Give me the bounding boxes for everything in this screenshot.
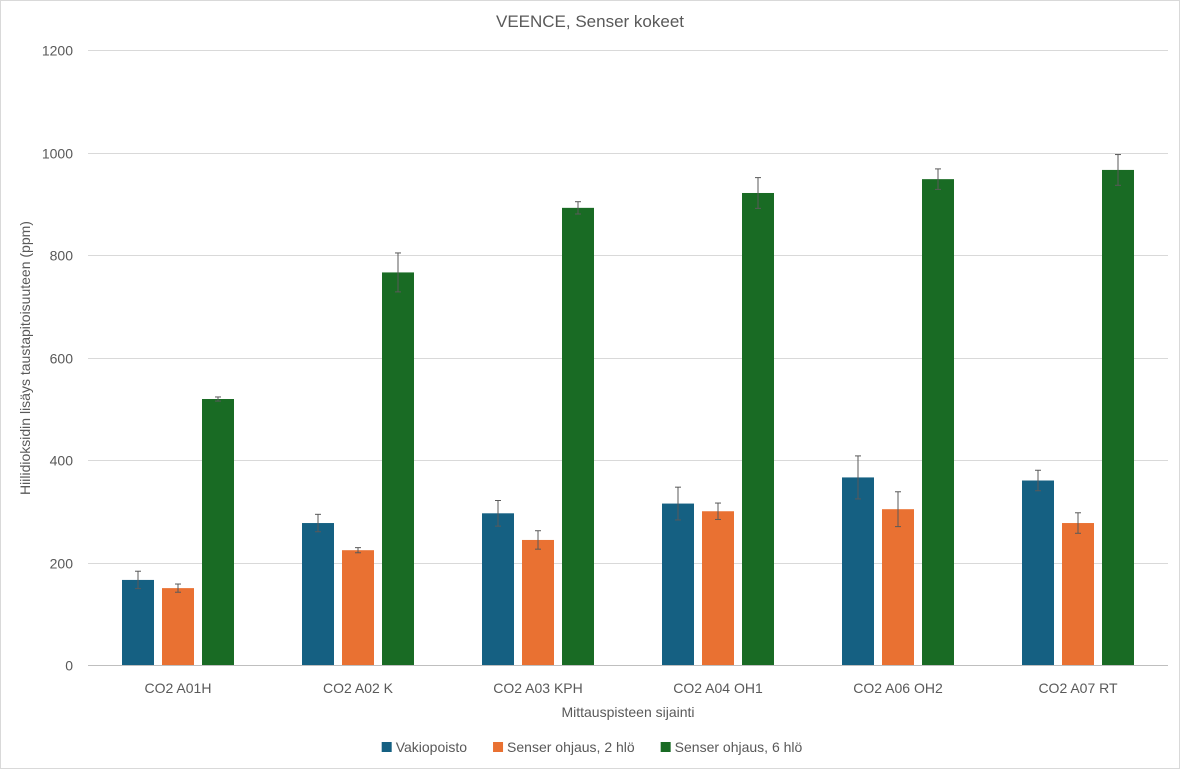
- bar: [522, 539, 554, 665]
- error-bar: [495, 499, 501, 527]
- bar: [882, 509, 914, 665]
- y-tick-label: 200: [50, 556, 74, 572]
- error-bar: [175, 583, 181, 593]
- error-bar: [1035, 469, 1041, 492]
- error-bar: [715, 502, 721, 520]
- error-bar: [895, 491, 901, 528]
- legend-label: Vakiopoisto: [396, 739, 468, 755]
- x-tick-label: CO2 A06 OH2: [853, 680, 943, 696]
- x-axis-ticks: CO2 A01H CO2 A02 K CO2 A03 KPH CO2 A04 OH1 C…: [145, 680, 1118, 696]
- y-tick-label: 600: [50, 351, 74, 367]
- y-tick-label: 1200: [42, 43, 73, 59]
- gridlines: [88, 50, 1168, 564]
- bar: [562, 207, 594, 665]
- bar: [702, 511, 734, 665]
- y-tick-label: 400: [50, 453, 74, 469]
- error-bars: [135, 154, 1121, 593]
- legend-item: Vakiopoisto: [381, 739, 468, 755]
- x-axis-title: Mittauspisteen sijainti: [561, 704, 694, 720]
- chart-title: VEENCE, Senser kokeet: [496, 12, 684, 31]
- error-bar: [855, 455, 861, 500]
- legend-item: Senser ohjaus, 6 hlö: [660, 739, 803, 755]
- bar: [922, 179, 954, 665]
- error-bar: [575, 201, 581, 215]
- bar: [842, 477, 874, 665]
- x-tick-label: CO2 A01H: [145, 680, 212, 696]
- error-bar: [675, 486, 681, 521]
- legend-swatch: [660, 742, 671, 752]
- error-bar: [215, 396, 221, 402]
- bars: [122, 169, 1134, 666]
- bar: [302, 523, 334, 665]
- bar: [342, 550, 374, 665]
- bar: [662, 503, 694, 665]
- bar: [202, 399, 234, 665]
- legend-swatch: [493, 742, 504, 752]
- error-bar: [135, 570, 141, 590]
- y-axis-ticks: 0 200 400 600 800 1000 1200: [42, 43, 73, 674]
- error-bar: [315, 513, 321, 533]
- error-bar: [535, 530, 541, 550]
- legend-swatch: [381, 742, 392, 752]
- error-bar: [755, 177, 761, 209]
- bar: [1102, 169, 1134, 666]
- error-bar: [935, 168, 941, 190]
- error-bar: [395, 252, 401, 293]
- legend-label: Senser ohjaus, 6 hlö: [675, 739, 803, 755]
- x-tick-label: CO2 A07 RT: [1038, 680, 1118, 696]
- x-tick-label: CO2 A02 K: [323, 680, 394, 696]
- y-tick-label: 800: [50, 248, 74, 264]
- bar: [1022, 480, 1054, 665]
- x-tick-label: CO2 A03 KPH: [493, 680, 583, 696]
- bar: [122, 579, 154, 665]
- legend-label: Senser ohjaus, 2 hlö: [507, 739, 635, 755]
- x-tick-label: CO2 A04 OH1: [673, 680, 763, 696]
- y-axis-title: Hiilidioksidin lisäys taustapitoisuuteen…: [17, 221, 33, 495]
- y-tick-label: 0: [65, 658, 73, 674]
- error-bar: [1115, 154, 1121, 186]
- y-tick-label: 1000: [42, 146, 73, 162]
- legend-item: Senser ohjaus, 2 hlö: [493, 739, 635, 755]
- bar: [382, 272, 414, 665]
- legend: Vakiopoisto Senser ohjaus, 2 hlö Senser oh…: [381, 739, 803, 755]
- error-bar: [1075, 512, 1081, 534]
- error-bar: [355, 547, 361, 554]
- bar: [1062, 523, 1094, 665]
- bar: [482, 513, 514, 665]
- bar: [742, 192, 774, 666]
- bar: [162, 588, 194, 665]
